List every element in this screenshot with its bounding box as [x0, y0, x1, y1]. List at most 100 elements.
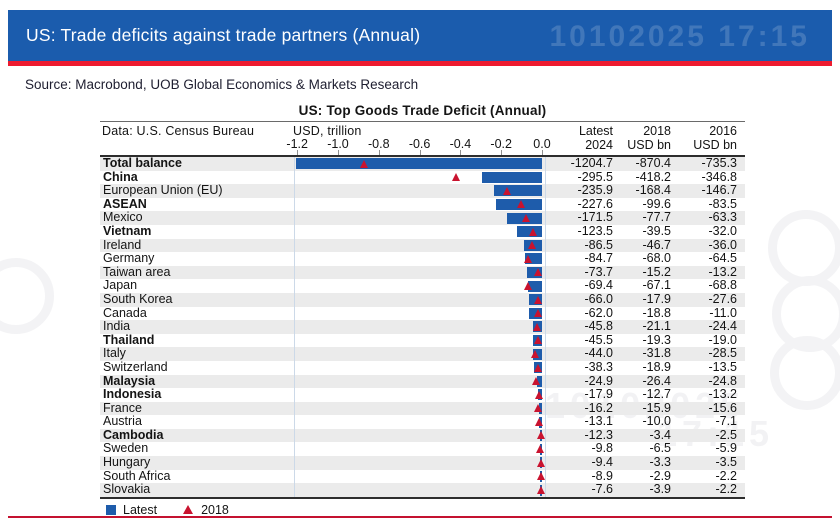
value-2018: -67.1 — [642, 278, 672, 293]
value-latest-2024: -45.5 — [584, 332, 614, 347]
marker-2018-triangle — [535, 417, 544, 426]
table-row-italy: Italy -44.0 -31.8 -28.5 — [100, 347, 745, 361]
column-header-latest-line1: Latest — [578, 124, 613, 138]
value-2018: -15.9 — [642, 400, 672, 415]
marker-2018-triangle — [534, 390, 543, 399]
x-axis-tick-mark — [338, 150, 339, 155]
value-latest-2024: -24.9 — [584, 373, 614, 388]
x-axis-tick-label: -0.6 — [408, 137, 431, 151]
marker-2018-triangle — [503, 186, 512, 195]
marker-2018-triangle — [531, 349, 539, 358]
value-2016: -146.7 — [701, 183, 737, 198]
value-latest-2024: -1204.7 — [570, 156, 613, 170]
table-row-cambodia: Cambodia -12.3 -3.4 -2.5 — [100, 427, 745, 443]
value-2016: -19.0 — [708, 332, 738, 347]
value-2016: -28.5 — [708, 346, 738, 361]
marker-2018-triangle — [523, 254, 532, 263]
marker-2018-triangle — [521, 213, 530, 222]
column-header-2018-line2: USD bn — [627, 138, 671, 152]
table-row-austria: Austria -13.1 -10.0 -7.1 — [100, 415, 745, 429]
header-bar: US: Trade deficits against trade partner… — [8, 10, 832, 61]
page-title: US: Trade deficits against trade partner… — [26, 25, 421, 45]
value-latest-2024: -73.7 — [584, 264, 614, 279]
value-latest-2024: -12.3 — [584, 427, 614, 442]
value-2016: -5.9 — [715, 441, 737, 456]
row-plot-area — [294, 442, 546, 457]
latest-bar — [524, 253, 542, 265]
row-plot-area — [294, 170, 546, 185]
value-latest-2024: -7.6 — [591, 482, 613, 497]
value-2018: -2.9 — [649, 468, 671, 483]
value-2016: -346.8 — [701, 169, 737, 184]
value-2016: -64.5 — [708, 251, 738, 266]
row-plot-area — [294, 279, 546, 293]
marker-2018-triangle — [533, 336, 542, 345]
row-label: Taiwan area — [103, 264, 171, 279]
row-label: European Union (EU) — [103, 183, 223, 198]
table-row-japan: Japan -69.4 -67.1 -68.8 — [100, 279, 745, 293]
value-2018: -39.5 — [642, 223, 672, 238]
row-plot-area — [294, 306, 546, 321]
value-latest-2024: -66.0 — [584, 291, 614, 306]
marker-2018-triangle — [533, 322, 542, 331]
value-latest-2024: -123.5 — [577, 223, 613, 238]
x-axis-tick-label: -0.2 — [490, 137, 512, 151]
row-label: Indonesia — [103, 387, 162, 402]
marker-2018-triangle — [536, 431, 545, 440]
data-source-note: Data: U.S. Census Bureau — [102, 124, 255, 138]
table-row-thailand: Thailand -45.5 -19.3 -19.0 — [100, 332, 745, 348]
value-2018: -3.9 — [649, 482, 671, 497]
value-2016: -24.8 — [708, 373, 738, 388]
value-2018: -168.4 — [635, 183, 671, 198]
value-2018: -77.7 — [642, 210, 672, 225]
value-2018: -68.0 — [642, 251, 672, 266]
table-row-canada: Canada -62.0 -18.8 -11.0 — [100, 305, 745, 321]
row-label: South Africa — [103, 468, 171, 483]
value-2016: -24.4 — [708, 319, 738, 334]
legend-latest-marker — [106, 504, 116, 515]
row-plot-area — [294, 252, 546, 266]
row-label: Hungary — [103, 455, 151, 470]
value-2016: -83.5 — [708, 196, 738, 211]
value-2018: -19.3 — [642, 332, 672, 347]
watermark-ring — [0, 258, 54, 334]
latest-bar — [527, 280, 542, 292]
value-latest-2024: -9.8 — [591, 441, 613, 456]
value-2018: -15.2 — [642, 264, 672, 279]
value-2018: -18.8 — [642, 305, 672, 320]
marker-2018-triangle — [536, 445, 545, 454]
value-2016: -7.1 — [715, 414, 737, 429]
marker-2018-triangle — [533, 309, 542, 318]
column-header-2018-line1: 2018 — [643, 124, 671, 138]
marker-2018-triangle — [536, 485, 545, 494]
value-2018: -3.3 — [649, 455, 671, 470]
axis-unit-label: USD, trillion — [293, 124, 362, 138]
value-latest-2024: -13.1 — [584, 414, 614, 429]
row-plot-area — [294, 320, 546, 334]
table-row-india: India -45.8 -21.1 -24.4 — [100, 319, 745, 334]
row-plot-area — [294, 415, 546, 429]
table-row-hungary: Hungary -9.4 -3.3 -3.5 — [100, 455, 745, 470]
value-latest-2024: -227.6 — [577, 196, 613, 211]
value-2018: -46.7 — [642, 237, 672, 252]
table-row-germany: Germany -84.7 -68.0 -64.5 — [100, 251, 745, 266]
table-row-france: France -16.2 -15.9 -15.6 — [100, 400, 745, 416]
marker-2018-triangle — [452, 173, 461, 182]
row-plot-area — [294, 238, 546, 253]
value-2018: -18.9 — [642, 359, 672, 374]
title-divider — [100, 121, 745, 122]
marker-2018-triangle — [359, 159, 368, 168]
row-label: Italy — [103, 346, 126, 361]
legend-2018-marker — [183, 505, 194, 514]
row-label: Total balance — [103, 156, 182, 170]
row-plot-area — [294, 360, 546, 375]
x-axis-tick-mark — [378, 150, 380, 155]
row-label: Japan — [103, 278, 138, 293]
x-axis-tick-label: -1.0 — [327, 137, 349, 151]
value-2016: -2.5 — [715, 427, 737, 442]
marker-2018-triangle — [533, 295, 542, 304]
legend-2018-label: 2018 — [201, 502, 229, 517]
table-row-european-union-eu: European Union (EU) -235.9 -168.4 -146.7 — [100, 183, 745, 198]
value-2018: -6.5 — [649, 441, 671, 456]
table-bottom-rule — [100, 497, 745, 499]
